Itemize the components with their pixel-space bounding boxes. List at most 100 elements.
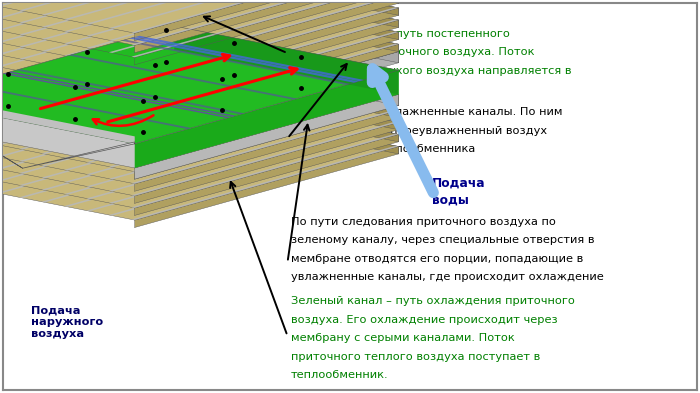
- Polygon shape: [0, 54, 398, 172]
- Polygon shape: [64, 0, 331, 68]
- Polygon shape: [0, 58, 197, 132]
- Polygon shape: [0, 110, 219, 185]
- Polygon shape: [132, 0, 398, 45]
- Polygon shape: [0, 0, 398, 33]
- Polygon shape: [19, 0, 286, 23]
- Polygon shape: [174, 66, 398, 118]
- Polygon shape: [109, 0, 376, 65]
- Polygon shape: [87, 0, 354, 37]
- Polygon shape: [132, 0, 398, 70]
- Polygon shape: [19, 112, 286, 186]
- Polygon shape: [134, 36, 364, 81]
- Polygon shape: [0, 17, 264, 91]
- Polygon shape: [134, 98, 398, 179]
- Polygon shape: [0, 0, 197, 66]
- Polygon shape: [87, 35, 354, 109]
- Polygon shape: [0, 91, 241, 165]
- Polygon shape: [0, 13, 241, 87]
- Polygon shape: [22, 142, 134, 168]
- Polygon shape: [64, 30, 331, 105]
- Polygon shape: [132, 97, 398, 172]
- Text: Зеленый канал – путь постепенного: Зеленый канал – путь постепенного: [291, 29, 510, 39]
- Polygon shape: [0, 8, 219, 83]
- Polygon shape: [0, 106, 197, 180]
- Polygon shape: [0, 78, 201, 157]
- Polygon shape: [109, 3, 376, 77]
- Polygon shape: [109, 93, 376, 167]
- Polygon shape: [64, 108, 331, 183]
- Polygon shape: [41, 0, 309, 64]
- Polygon shape: [0, 0, 197, 6]
- Polygon shape: [0, 5, 264, 79]
- Polygon shape: [0, 90, 398, 208]
- Polygon shape: [109, 141, 376, 216]
- Polygon shape: [41, 0, 309, 15]
- Polygon shape: [0, 90, 201, 169]
- Polygon shape: [132, 121, 398, 196]
- Polygon shape: [174, 0, 398, 51]
- Polygon shape: [64, 120, 331, 195]
- Polygon shape: [0, 0, 241, 2]
- Polygon shape: [69, 54, 297, 100]
- Polygon shape: [0, 83, 264, 157]
- Polygon shape: [64, 0, 331, 32]
- Polygon shape: [134, 44, 398, 125]
- Polygon shape: [16, 69, 244, 114]
- Polygon shape: [0, 115, 241, 189]
- Polygon shape: [109, 0, 376, 53]
- Polygon shape: [0, 92, 134, 144]
- Polygon shape: [134, 51, 398, 136]
- Polygon shape: [0, 0, 398, 106]
- Polygon shape: [41, 92, 309, 166]
- Polygon shape: [109, 0, 376, 41]
- Polygon shape: [19, 21, 286, 95]
- Polygon shape: [41, 0, 309, 52]
- Polygon shape: [19, 0, 286, 11]
- Polygon shape: [109, 39, 376, 113]
- Polygon shape: [134, 134, 398, 215]
- Polygon shape: [87, 0, 354, 61]
- Polygon shape: [0, 0, 398, 118]
- Polygon shape: [134, 122, 398, 203]
- Polygon shape: [64, 6, 331, 80]
- Polygon shape: [0, 0, 197, 18]
- Polygon shape: [19, 0, 286, 72]
- Polygon shape: [0, 84, 192, 129]
- Polygon shape: [19, 0, 286, 47]
- Polygon shape: [109, 117, 376, 191]
- Polygon shape: [134, 20, 398, 101]
- Polygon shape: [134, 147, 398, 228]
- Text: Подача
наружного
воздуха: Подача наружного воздуха: [31, 306, 103, 339]
- Polygon shape: [122, 40, 350, 85]
- Polygon shape: [0, 0, 219, 22]
- Polygon shape: [0, 0, 398, 70]
- Polygon shape: [87, 88, 354, 163]
- Polygon shape: [64, 0, 331, 56]
- Polygon shape: [41, 0, 309, 40]
- Polygon shape: [0, 54, 201, 133]
- Polygon shape: [134, 8, 398, 89]
- Polygon shape: [0, 95, 264, 169]
- Polygon shape: [0, 74, 219, 149]
- Polygon shape: [0, 0, 219, 46]
- Polygon shape: [0, 94, 197, 168]
- Polygon shape: [0, 7, 398, 125]
- Text: удаляется из теплообменника: удаляется из теплообменника: [291, 144, 475, 154]
- Polygon shape: [0, 50, 398, 168]
- Polygon shape: [0, 0, 219, 10]
- Polygon shape: [0, 0, 264, 19]
- Polygon shape: [19, 0, 286, 59]
- Polygon shape: [0, 86, 219, 161]
- Polygon shape: [109, 0, 376, 29]
- Polygon shape: [134, 32, 398, 113]
- Polygon shape: [64, 0, 331, 20]
- Polygon shape: [132, 0, 398, 33]
- Polygon shape: [174, 50, 398, 106]
- Polygon shape: [8, 72, 235, 117]
- Polygon shape: [19, 75, 286, 150]
- Text: приточного теплого воздуха поступает в: приточного теплого воздуха поступает в: [291, 352, 540, 362]
- Polygon shape: [0, 78, 398, 196]
- Polygon shape: [0, 66, 398, 184]
- Polygon shape: [132, 7, 398, 81]
- Polygon shape: [87, 0, 354, 48]
